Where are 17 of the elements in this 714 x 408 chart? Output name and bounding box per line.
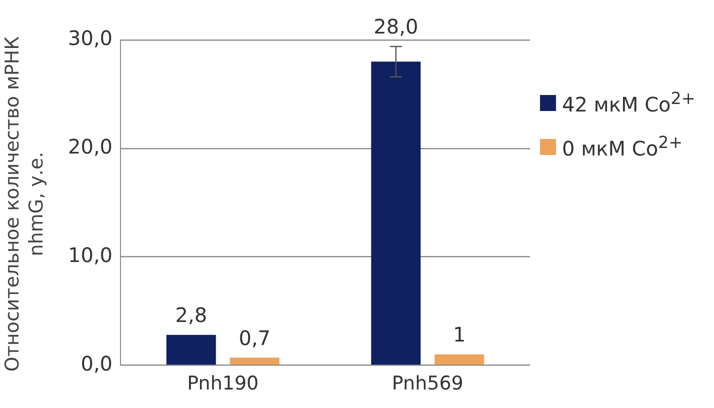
bar — [230, 358, 280, 365]
legend-label: 0 мкМ Co$^{2+}$ — [562, 133, 683, 161]
x-tick-label: Pnh569 — [392, 372, 464, 395]
y-tick-label: 30,0 — [68, 26, 113, 50]
data-label: 1 — [453, 322, 466, 347]
data-label: 2,8 — [175, 303, 208, 328]
legend-label: 42 мкМ Co$^{2+}$ — [562, 89, 696, 117]
bar — [166, 334, 216, 365]
y-tick-label: 10,0 — [68, 243, 113, 268]
bar — [434, 354, 484, 365]
bar — [371, 62, 421, 365]
x-tick-label: Pnh190 — [187, 372, 259, 395]
y-axis-title: Относительное количество мРНК nhmG, у.е. — [1, 36, 48, 372]
y-tick-label: 20,0 — [68, 134, 113, 159]
data-label: 28,0 — [374, 14, 418, 39]
y-tick-label: 0,0 — [80, 351, 113, 376]
data-label: 0,7 — [238, 326, 271, 350]
